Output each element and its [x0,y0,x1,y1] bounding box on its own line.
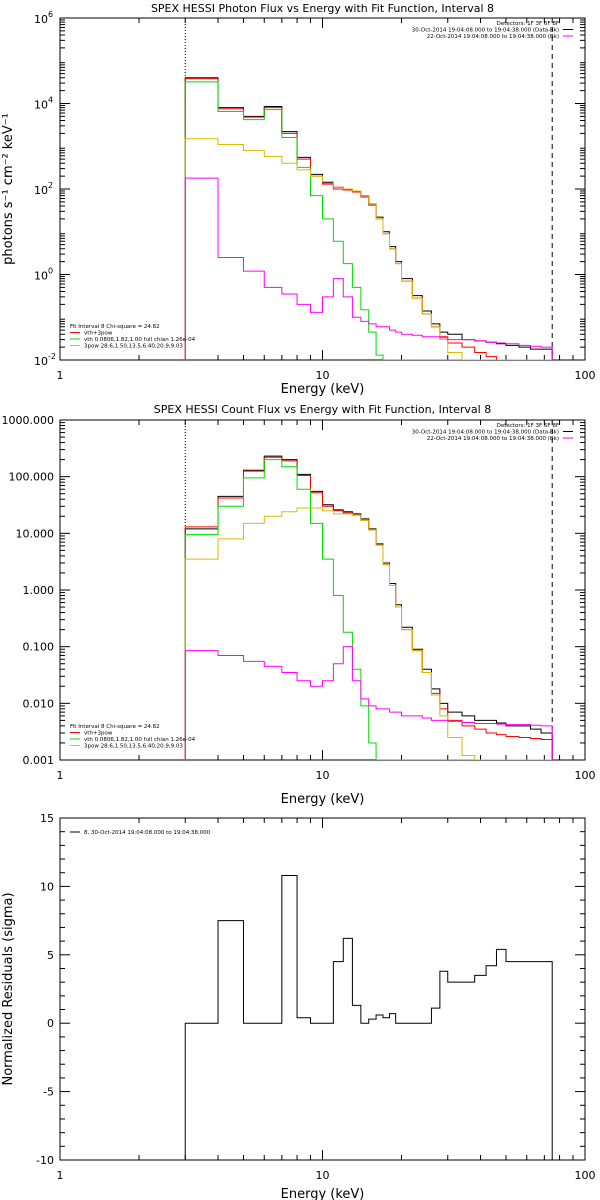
y-tick-label: 0.001 [23,754,55,767]
legend-bottom: Fit Interval 8 Chi-square = 24.82vth+3po… [70,724,196,750]
x-axis-label: Energy (keV) [281,1187,365,1200]
legend-entry-text: 22-Oct-2014 19:04:08.000 to 19:04:38.000… [427,436,559,442]
y-tick-base: 10 [34,184,48,197]
legend-entry-text: Fit Interval 8 Chi-square = 24.82 [70,724,160,730]
y-tick-base: 10 [34,13,48,26]
panel-1: SPEX HESSI Photon Flux vs Energy with Fi… [1,2,596,397]
series-5-line [184,646,553,760]
y-tick-label: 0 [47,1017,54,1030]
series-4-line [184,507,553,760]
y-tick-label: 10.000 [16,527,55,540]
y-tick-label: 1.000 [23,584,55,597]
legend-entry-text: vth+3pow [84,331,113,337]
y-tick-base: 10 [34,99,48,112]
legend-entry-text: 3pow 28.6,1.50,13.5,6.40,20.9,9.03 [84,344,183,350]
y-tick-label: 5 [47,949,54,962]
x-axis-label: Energy (keV) [281,792,365,807]
x-tick-label: 100 [575,1169,596,1182]
y-tick-label: 100 [34,267,53,283]
x-tick-label: 10 [316,769,330,782]
y-tick-label: 106 [34,10,53,26]
y-tick-label: 100.000 [9,471,55,484]
y-tick-label: 10 [40,880,54,893]
plot-frame [59,817,586,1161]
x-tick-label: 1 [57,1169,64,1182]
y-tick-exponent: 6 [48,10,53,19]
legend-entry-text: vth 0.0806,1.82,1.00 full chian 1.26e-04 [84,737,196,743]
y-tick-label: -10 [36,1154,54,1167]
legend-entry-text: 3pow 28.6,1.50,13.5,6.40,20.9,9.03 [84,744,183,750]
legend-entry-text: vth+3pow [84,731,113,737]
y-tick-label: 10-2 [34,352,56,368]
series-group [184,455,553,760]
panel-2: SPEX HESSI Count Flux vs Energy with Fit… [2,403,596,807]
legend-top: 8, 30-Oct-2014 19:04:08.000 to 19:04:38.… [70,830,211,836]
y-tick-exponent: -2 [48,352,56,361]
y-tick-label: 15 [40,812,54,825]
series-group [184,874,553,1160]
legend-entry-text: vth 0.0806,1.82,1.00 full chian 1.26e-04 [84,337,196,343]
legend-entry-text: Detectors: 1F 3F 6F 8F [497,423,559,429]
y-tick-exponent: 2 [48,181,53,190]
series-4-line [184,138,553,360]
y-tick-exponent: 0 [48,267,53,276]
legend-entry-text: 30-Oct-2014 19:04:08.000 to 19:04:38.000… [412,430,559,436]
x-tick-label: 1 [57,769,64,782]
y-axis-label: Normalized Residuals (sigma) [1,892,16,1085]
chart-title: SPEX HESSI Count Flux vs Energy with Fit… [154,403,491,416]
y-tick-label: 104 [34,96,53,112]
legend-entry-text: 30-Oct-2014 19:04:08.000 to 19:04:38.000… [412,28,559,34]
panel-3: Energy (keV) 1 10 100 -10 -5 0 5 10 15 Normalized … [1,812,596,1200]
y-tick-label: 102 [34,181,53,197]
x-axis-label: Energy (keV) [281,382,365,397]
legend-entry-text: 8, 30-Oct-2014 19:04:08.000 to 19:04:38.… [84,830,211,836]
x-tick-label: 100 [575,369,596,382]
series-group [184,77,553,360]
series-3-line [184,459,553,760]
legend-entry-text: Fit Interval 8 Chi-square = 24.82 [70,324,160,330]
x-tick-label: 10 [316,1169,330,1182]
legend-entry-text: Detectors: 1F 3F 6F 8F [497,21,559,27]
legend-bottom: Fit Interval 8 Chi-square = 24.82vth+3po… [70,324,196,350]
y-axis-label: photons s⁻¹ cm⁻² keV⁻¹ [1,113,16,265]
legend-entry-text: 22-Oct-2014 19:04:08.000 to 19:04:38.000… [427,34,559,40]
x-tick-label: 1 [57,369,64,382]
plot-frame [59,419,586,761]
y-tick-label: 0.010 [23,697,55,710]
y-tick-base: 10 [34,270,48,283]
y-tick-exponent: 4 [48,96,53,105]
y-tick-label: 0.100 [23,641,55,654]
y-tick-base: 10 [34,355,48,368]
chart-title: SPEX HESSI Photon Flux vs Energy with Fi… [151,2,494,15]
x-tick-label: 10 [316,369,330,382]
x-tick-label: 100 [575,769,596,782]
series-1-line [184,874,553,1160]
y-tick-label: -5 [43,1086,54,1099]
series-3-line [184,81,553,360]
y-tick-label: 1000.000 [2,414,55,427]
series-5-line [184,177,553,360]
